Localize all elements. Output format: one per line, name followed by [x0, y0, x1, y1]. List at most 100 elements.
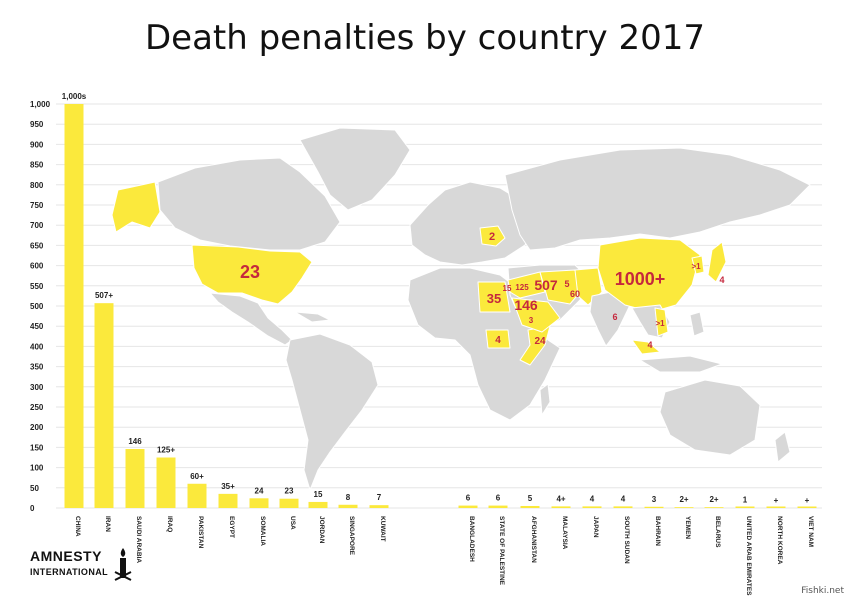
category-label: BANGLADESH — [468, 516, 475, 562]
y-tick-label: 850 — [30, 161, 44, 170]
y-tick-label: 450 — [30, 322, 44, 331]
bar — [674, 507, 694, 508]
bar — [94, 303, 114, 508]
bar — [249, 498, 269, 508]
value-label: 3 — [652, 495, 657, 504]
value-label: 146 — [128, 437, 142, 446]
value-label: + — [774, 496, 779, 505]
value-label: 5 — [528, 494, 533, 503]
bar — [458, 505, 478, 508]
map-alaska — [111, 181, 161, 233]
y-tick-label: 150 — [30, 443, 44, 452]
category-label: BELARUS — [714, 516, 721, 548]
bar — [187, 483, 207, 508]
category-label: UNITED ARAB EMIRATES — [745, 516, 752, 596]
map-label-pakistan: 60 — [570, 289, 580, 299]
bar — [218, 493, 238, 508]
category-label: JAPAN — [592, 516, 599, 538]
map-japan — [707, 241, 727, 283]
map-belarus — [479, 225, 506, 247]
map-indonesia — [639, 355, 723, 373]
value-label: 23 — [285, 487, 294, 496]
y-tick-label: 250 — [30, 403, 44, 412]
category-label: AFGHANISTAN — [530, 516, 537, 563]
value-label: 4+ — [556, 494, 565, 503]
map-usa — [191, 244, 313, 305]
y-tick-label: 100 — [30, 464, 44, 473]
world-map — [111, 127, 811, 491]
value-label: 15 — [314, 490, 323, 499]
category-label: IRAQ — [166, 516, 173, 532]
category-label: EGYPT — [228, 516, 235, 538]
map-label-belarus: 2 — [489, 231, 495, 243]
y-tick-label: 550 — [30, 282, 44, 291]
map-china — [597, 237, 701, 313]
value-label: 24 — [255, 486, 264, 495]
bar — [551, 506, 571, 508]
chart-title: Death penalties by country 2017 — [144, 18, 706, 58]
category-label: CHINA — [74, 516, 81, 537]
map-label-saudi-arabia: 146 — [514, 297, 538, 313]
value-label: 6 — [466, 494, 471, 503]
bar — [582, 506, 602, 508]
category-label: YEMEN — [684, 516, 691, 539]
value-label: 1,000s — [62, 92, 87, 101]
value-label: 507+ — [95, 291, 113, 300]
map-south-sudan — [485, 329, 511, 349]
value-label: 2+ — [709, 495, 718, 504]
map-label-china: 1000+ — [615, 269, 666, 289]
value-label: + — [805, 496, 810, 505]
bar — [735, 506, 755, 508]
bar — [488, 505, 508, 508]
bar — [308, 501, 328, 508]
category-label: STATE OF PALESTINE — [498, 516, 505, 586]
y-tick-label: 200 — [30, 423, 44, 432]
value-label: 60+ — [190, 472, 204, 481]
y-tick-label: 300 — [30, 383, 44, 392]
map-label-iraq: 125 — [515, 283, 529, 292]
category-label: SOUTH SUDAN — [623, 516, 630, 564]
map-jordan-iraq — [507, 271, 546, 299]
watermark: Fishki.net — [801, 586, 844, 596]
value-label: 1 — [743, 496, 748, 505]
candle-icon — [114, 548, 132, 581]
map-label-afghanistan: 5 — [564, 279, 569, 289]
category-label: SOMALIA — [259, 516, 266, 546]
value-label: 35+ — [221, 482, 235, 491]
bar — [156, 457, 176, 508]
y-tick-label: 900 — [30, 140, 44, 149]
map-viet-nam — [654, 307, 669, 337]
map-label-japan: 4 — [719, 275, 724, 285]
category-label: NORTH KOREA — [776, 516, 783, 565]
bars — [64, 104, 817, 508]
map-russia — [504, 147, 811, 251]
category-labels: CHINA IRAN SAUDI ARABIA IRAQ PAKISTAN EGYPT SO… — [74, 516, 814, 596]
value-label: 125+ — [157, 446, 175, 455]
map-philippines — [689, 311, 705, 337]
y-tick-label: 400 — [30, 342, 44, 351]
y-tick-label: 700 — [30, 221, 44, 230]
category-label: SINGAPORE — [348, 516, 355, 556]
bar — [520, 505, 540, 508]
category-label: KUWAIT — [379, 516, 386, 542]
map-greenland — [299, 127, 411, 211]
map-south-america — [285, 333, 379, 491]
map-label-bahrain: 3 — [529, 316, 534, 325]
category-label: USA — [289, 516, 296, 530]
map-iran — [539, 269, 583, 305]
map-australia — [659, 379, 761, 456]
bar — [766, 506, 786, 508]
map-madagascar — [539, 383, 551, 416]
category-label: MALAYSIA — [561, 516, 568, 550]
value-label: 4 — [590, 494, 595, 503]
y-axis: 0 50 100 150 200 250 300 350 400 450 500 550 600 650 7… — [30, 100, 51, 513]
category-label: BAHRAIN — [654, 516, 661, 546]
map-canada — [157, 157, 341, 251]
amnesty-logo: AMNESTY INTERNATIONAL — [30, 548, 140, 588]
category-label: SAUDI ARABIA — [135, 516, 142, 563]
bar — [797, 506, 817, 508]
value-label: 7 — [377, 493, 382, 502]
